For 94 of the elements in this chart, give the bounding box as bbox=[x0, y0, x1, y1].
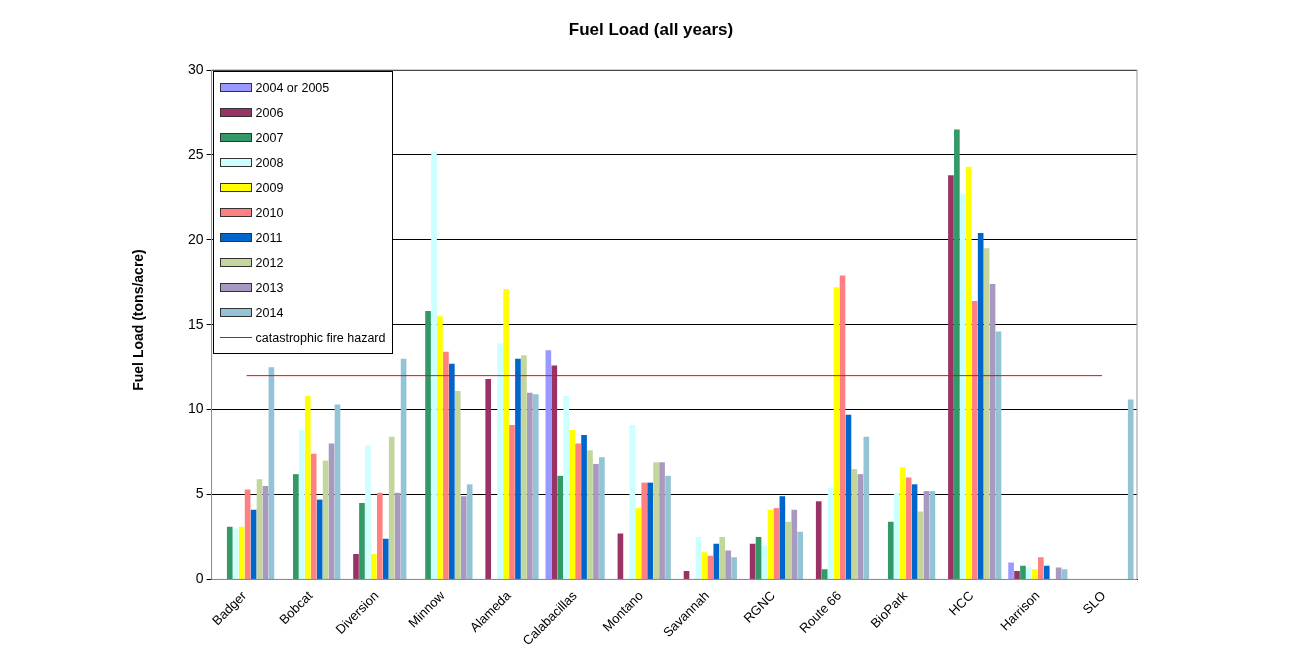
bar bbox=[232, 528, 239, 579]
bar bbox=[293, 474, 299, 579]
legend-label: 2008 bbox=[255, 155, 284, 170]
bar bbox=[304, 396, 311, 579]
bar bbox=[593, 463, 599, 579]
bar bbox=[713, 543, 720, 579]
bar bbox=[353, 553, 359, 579]
bar bbox=[665, 475, 671, 579]
bar bbox=[893, 492, 900, 579]
bar bbox=[1127, 399, 1134, 579]
legend-label: catastrophic fire hazard bbox=[255, 330, 386, 345]
bar bbox=[382, 538, 389, 579]
bar bbox=[431, 151, 437, 579]
y-tick-label: 15 bbox=[187, 315, 204, 332]
bar bbox=[503, 289, 509, 579]
legend-label: 2007 bbox=[255, 130, 284, 145]
bar bbox=[365, 445, 371, 579]
bar bbox=[1032, 569, 1038, 579]
bar bbox=[797, 531, 804, 579]
bar bbox=[641, 482, 648, 579]
legend-label: 2006 bbox=[255, 105, 284, 120]
bar bbox=[815, 501, 822, 579]
bar bbox=[521, 355, 527, 579]
bar bbox=[960, 193, 966, 579]
y-tick-label: 30 bbox=[187, 60, 204, 77]
bar bbox=[587, 450, 593, 579]
chart-title: Fuel Load (all years) bbox=[567, 20, 735, 40]
bar bbox=[569, 429, 575, 579]
bar bbox=[785, 521, 792, 579]
bar bbox=[497, 343, 503, 579]
bar bbox=[443, 351, 449, 579]
legend-label: 2011 bbox=[255, 230, 283, 245]
bar bbox=[599, 457, 605, 579]
bar bbox=[791, 509, 798, 579]
legend-label: 2014 bbox=[255, 305, 284, 320]
bar bbox=[1043, 565, 1050, 579]
bar bbox=[376, 492, 383, 579]
bar bbox=[863, 436, 870, 579]
bar bbox=[460, 496, 467, 579]
bar bbox=[1014, 570, 1020, 579]
legend-label: 2012 bbox=[255, 255, 284, 270]
bar bbox=[388, 436, 395, 579]
bar bbox=[557, 475, 564, 579]
legend-label: 2010 bbox=[255, 205, 284, 220]
bar bbox=[551, 365, 558, 579]
bar bbox=[310, 453, 317, 579]
y-tick-label: 10 bbox=[187, 400, 204, 417]
bar bbox=[485, 379, 492, 579]
y-tick-label: 25 bbox=[187, 145, 204, 162]
bar bbox=[298, 429, 305, 579]
bar bbox=[527, 392, 533, 579]
bar bbox=[581, 435, 587, 579]
bar bbox=[563, 396, 570, 579]
bar bbox=[371, 553, 377, 579]
y-tick-label: 5 bbox=[195, 485, 204, 502]
bar bbox=[731, 557, 737, 579]
bar bbox=[954, 129, 960, 579]
bar bbox=[1026, 567, 1032, 579]
bar bbox=[821, 569, 828, 579]
bar bbox=[725, 550, 731, 579]
bar bbox=[647, 482, 653, 579]
bar bbox=[1038, 557, 1044, 579]
bar bbox=[719, 536, 726, 579]
bar bbox=[532, 394, 539, 579]
bar bbox=[359, 503, 365, 579]
legend-label: 2009 bbox=[255, 180, 284, 195]
bar bbox=[1020, 565, 1026, 579]
bar bbox=[425, 311, 431, 579]
bar bbox=[635, 508, 642, 579]
bar bbox=[466, 484, 473, 579]
x-tick-label: SLO bbox=[1079, 587, 1109, 617]
bar bbox=[707, 555, 714, 579]
bar bbox=[454, 390, 461, 579]
bar bbox=[887, 521, 894, 579]
y-tick-label: 0 bbox=[195, 570, 204, 587]
bar bbox=[659, 462, 665, 579]
y-tick-label: 20 bbox=[187, 230, 204, 247]
bar bbox=[515, 358, 521, 579]
bar bbox=[653, 462, 659, 579]
bar bbox=[1008, 562, 1014, 579]
bar bbox=[437, 316, 443, 579]
bar bbox=[575, 443, 581, 579]
bar bbox=[965, 166, 972, 579]
bar bbox=[948, 175, 954, 579]
bar bbox=[761, 545, 768, 579]
bar bbox=[509, 424, 515, 579]
bar bbox=[1061, 569, 1068, 579]
bar bbox=[449, 363, 455, 579]
bar bbox=[226, 526, 233, 579]
y-axis-title: Fuel Load (tons/acre) bbox=[130, 249, 146, 391]
legend-label: 2013 bbox=[255, 280, 284, 295]
bar bbox=[629, 424, 636, 579]
legend-label: 2004 or 2005 bbox=[255, 80, 330, 95]
bar bbox=[971, 300, 978, 579]
